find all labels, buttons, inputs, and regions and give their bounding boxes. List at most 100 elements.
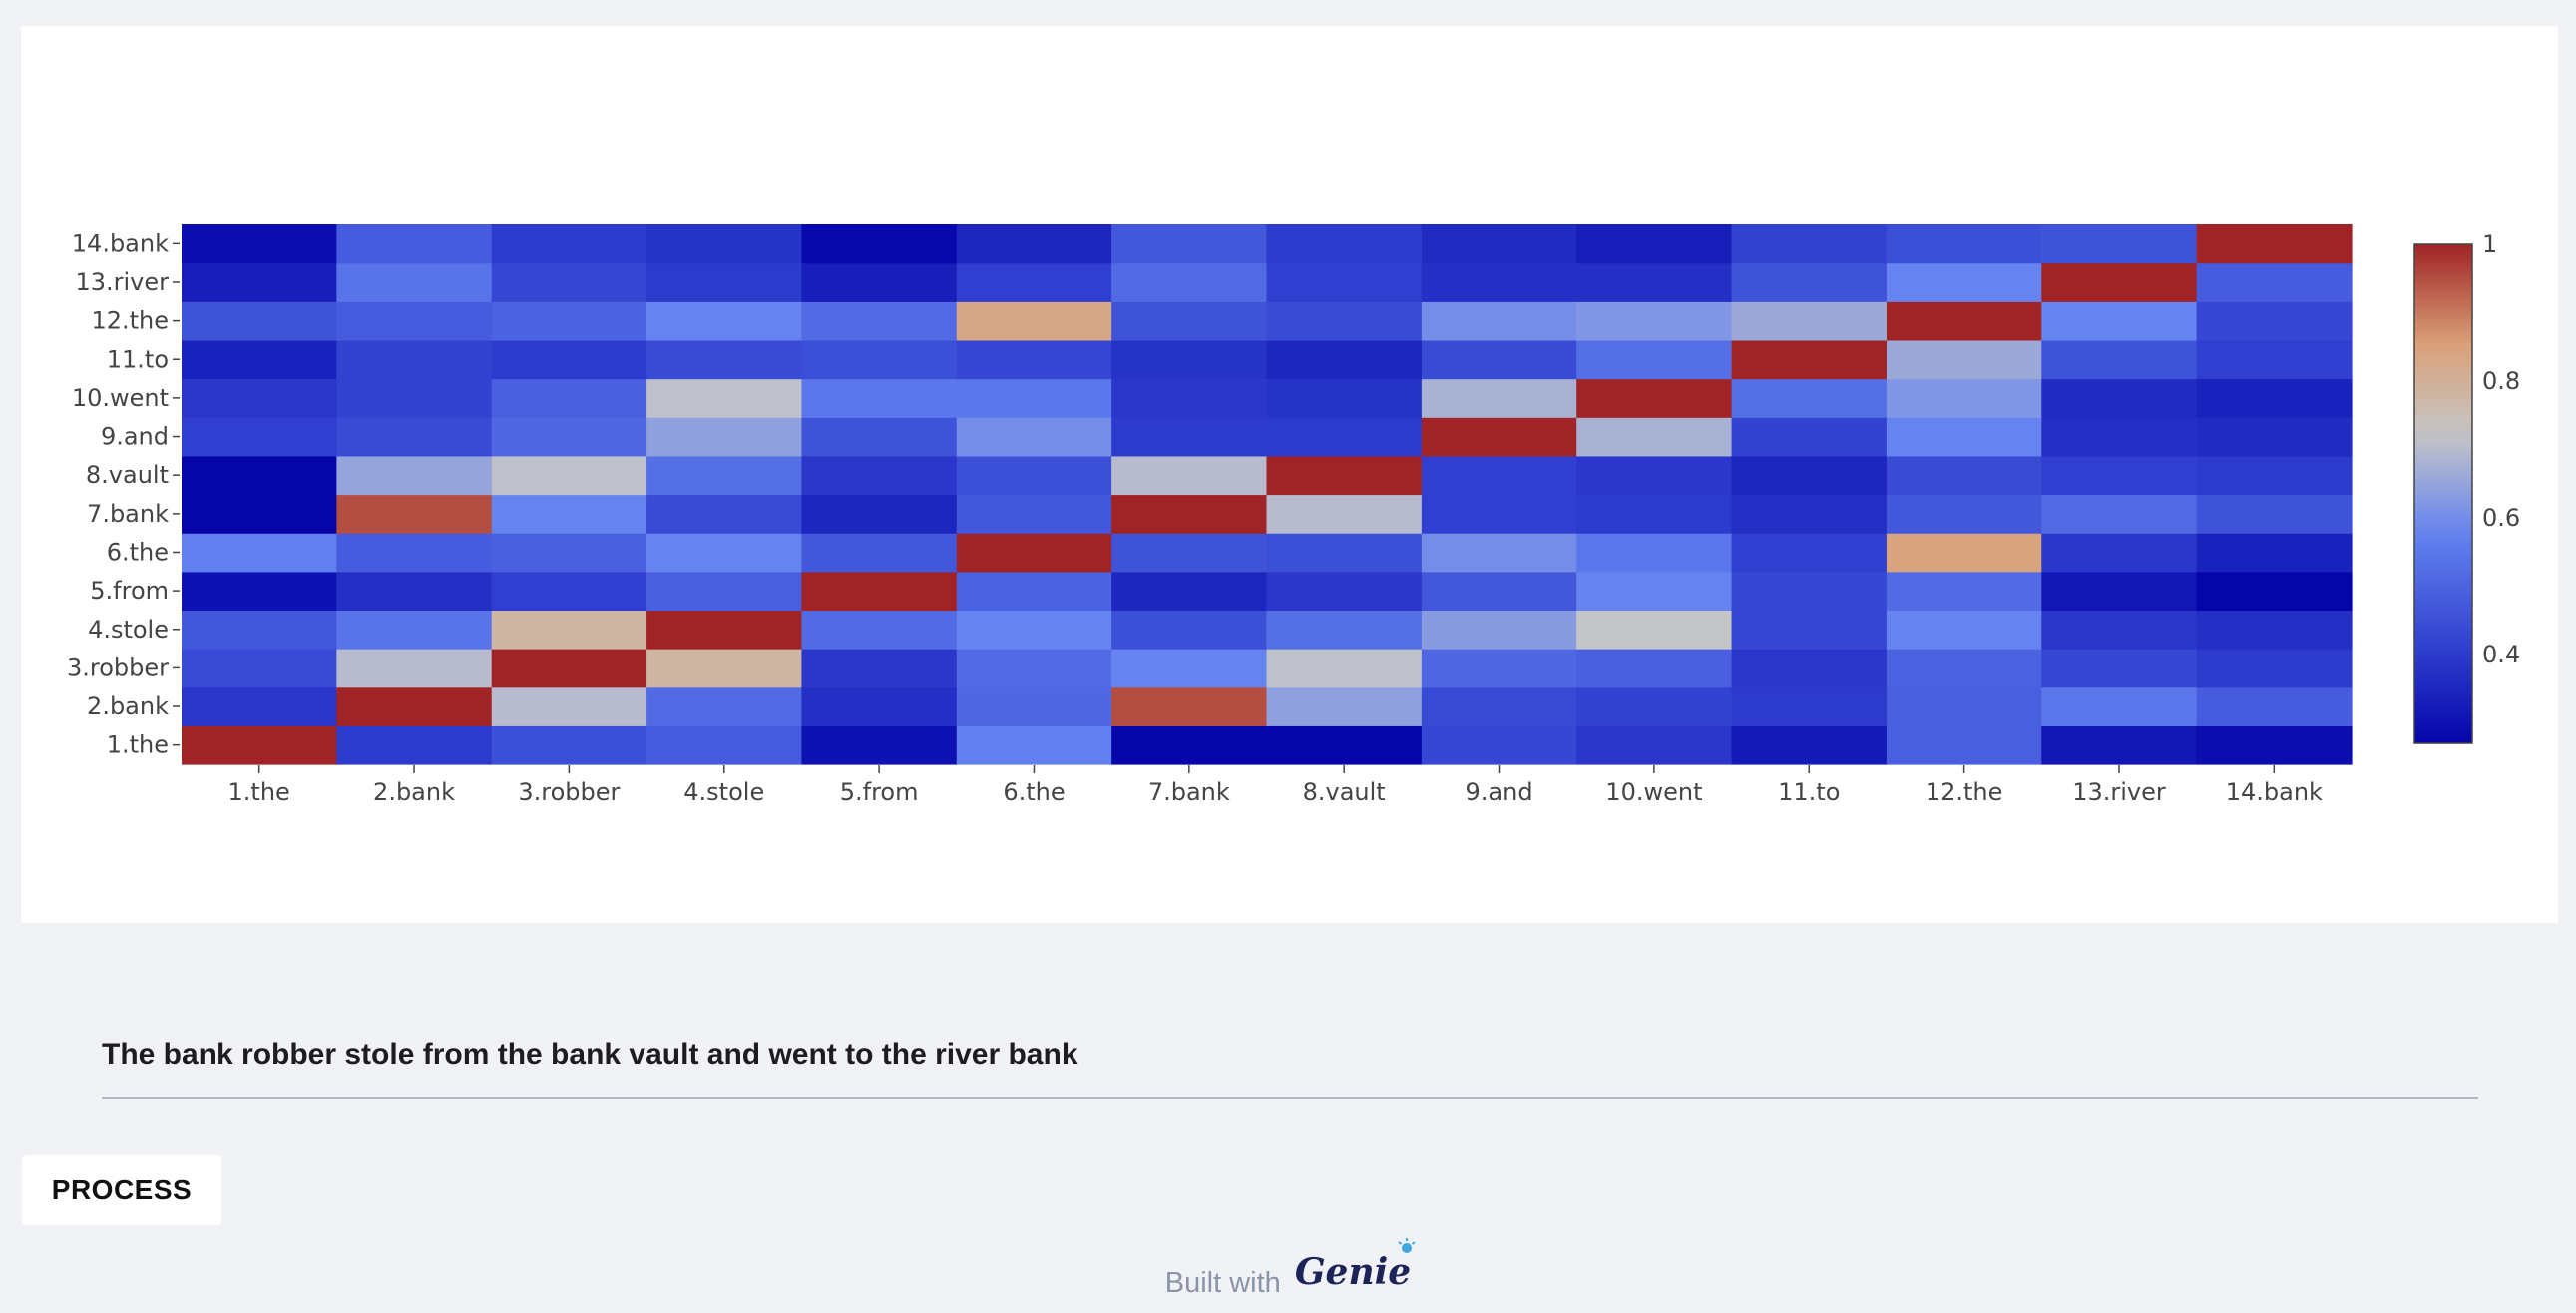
attention-heatmap[interactable]: 1.the 2.bank 3.robber 4.stole 5.from 6.the 7.b… bbox=[21, 26, 2558, 923]
heatmap-cell-1-14[interactable] bbox=[2197, 725, 2353, 764]
heatmap-cell-14-1[interactable] bbox=[182, 224, 337, 263]
heatmap-cell-14-2[interactable] bbox=[336, 224, 492, 263]
heatmap-cell-1-2[interactable] bbox=[336, 725, 492, 764]
heatmap-cell-14-4[interactable] bbox=[646, 224, 802, 263]
heatmap-cell-1-11[interactable] bbox=[1732, 725, 1888, 764]
heatmap-cell-5-12[interactable] bbox=[1887, 572, 2042, 611]
heatmap-cell-1-8[interactable] bbox=[1267, 725, 1423, 764]
heatmap-cell-9-14[interactable] bbox=[2197, 417, 2353, 456]
heatmap-cell-10-3[interactable] bbox=[492, 379, 647, 418]
heatmap-cell-5-4[interactable] bbox=[646, 572, 802, 611]
heatmap-cell-9-12[interactable] bbox=[1887, 417, 2042, 456]
heatmap-cell-8-6[interactable] bbox=[957, 456, 1112, 495]
heatmap-cell-9-2[interactable] bbox=[336, 417, 492, 456]
heatmap-cell-4-11[interactable] bbox=[1732, 610, 1888, 649]
heatmap-cell-11-12[interactable] bbox=[1887, 340, 2042, 379]
heatmap-cell-4-14[interactable] bbox=[2197, 610, 2353, 649]
heatmap-cell-1-10[interactable] bbox=[1576, 725, 1732, 764]
heatmap-cell-6-12[interactable] bbox=[1887, 533, 2042, 572]
heatmap-cell-6-8[interactable] bbox=[1267, 533, 1423, 572]
heatmap-cell-2-13[interactable] bbox=[2041, 687, 2197, 726]
heatmap-cell-4-12[interactable] bbox=[1887, 610, 2042, 649]
heatmap-cell-10-8[interactable] bbox=[1267, 379, 1423, 418]
process-button[interactable]: PROCESS bbox=[22, 1155, 221, 1225]
heatmap-cell-5-6[interactable] bbox=[957, 572, 1112, 611]
heatmap-cell-10-2[interactable] bbox=[336, 379, 492, 418]
heatmap-cell-3-11[interactable] bbox=[1732, 649, 1888, 687]
heatmap-cell-8-11[interactable] bbox=[1732, 456, 1888, 495]
heatmap-cell-5-8[interactable] bbox=[1267, 572, 1423, 611]
heatmap-cell-7-7[interactable] bbox=[1111, 495, 1267, 534]
heatmap-cell-6-9[interactable] bbox=[1422, 533, 1577, 572]
heatmap-cell-11-14[interactable] bbox=[2197, 340, 2353, 379]
heatmap-cell-11-5[interactable] bbox=[801, 340, 957, 379]
heatmap-cell-14-8[interactable] bbox=[1267, 224, 1423, 263]
heatmap-cell-11-10[interactable] bbox=[1576, 340, 1732, 379]
heatmap-cell-2-7[interactable] bbox=[1111, 687, 1267, 726]
heatmap-cell-1-7[interactable] bbox=[1111, 725, 1267, 764]
heatmap-cell-2-14[interactable] bbox=[2197, 687, 2353, 726]
heatmap-cell-14-9[interactable] bbox=[1422, 224, 1577, 263]
heatmap-cell-8-7[interactable] bbox=[1111, 456, 1267, 495]
heatmap-cell-8-10[interactable] bbox=[1576, 456, 1732, 495]
heatmap-cell-8-2[interactable] bbox=[336, 456, 492, 495]
heatmap-cell-7-9[interactable] bbox=[1422, 495, 1577, 534]
heatmap-cell-4-6[interactable] bbox=[957, 610, 1112, 649]
heatmap-cell-3-1[interactable] bbox=[182, 649, 337, 687]
heatmap-cell-11-9[interactable] bbox=[1422, 340, 1577, 379]
heatmap-cell-3-13[interactable] bbox=[2041, 649, 2197, 687]
heatmap-cell-13-1[interactable] bbox=[182, 263, 337, 302]
heatmap-cell-7-13[interactable] bbox=[2041, 495, 2197, 534]
heatmap-cell-1-3[interactable] bbox=[492, 725, 647, 764]
heatmap-cell-6-1[interactable] bbox=[182, 533, 337, 572]
heatmap-cell-12-12[interactable] bbox=[1887, 301, 2042, 340]
heatmap-cell-12-4[interactable] bbox=[646, 301, 802, 340]
heatmap-cell-5-2[interactable] bbox=[336, 572, 492, 611]
heatmap-cell-12-14[interactable] bbox=[2197, 301, 2353, 340]
heatmap-cell-14-10[interactable] bbox=[1576, 224, 1732, 263]
heatmap-cell-9-9[interactable] bbox=[1422, 417, 1577, 456]
heatmap-cell-14-13[interactable] bbox=[2041, 224, 2197, 263]
heatmap-cell-10-5[interactable] bbox=[801, 379, 957, 418]
heatmap-cell-11-11[interactable] bbox=[1732, 340, 1888, 379]
heatmap-cell-14-11[interactable] bbox=[1732, 224, 1888, 263]
heatmap-cell-8-4[interactable] bbox=[646, 456, 802, 495]
heatmap-cell-14-12[interactable] bbox=[1887, 224, 2042, 263]
heatmap-cell-3-5[interactable] bbox=[801, 649, 957, 687]
heatmap-cell-6-5[interactable] bbox=[801, 533, 957, 572]
heatmap-cell-7-5[interactable] bbox=[801, 495, 957, 534]
heatmap-cell-2-8[interactable] bbox=[1267, 687, 1423, 726]
heatmap-cell-6-14[interactable] bbox=[2197, 533, 2353, 572]
heatmap-cell-13-9[interactable] bbox=[1422, 263, 1577, 302]
heatmap-cell-12-13[interactable] bbox=[2041, 301, 2197, 340]
heatmap-cell-12-1[interactable] bbox=[182, 301, 337, 340]
heatmap-cell-9-11[interactable] bbox=[1732, 417, 1888, 456]
heatmap-cell-7-6[interactable] bbox=[957, 495, 1112, 534]
heatmap-cell-12-5[interactable] bbox=[801, 301, 957, 340]
heatmap-cell-8-14[interactable] bbox=[2197, 456, 2353, 495]
heatmap-cell-13-7[interactable] bbox=[1111, 263, 1267, 302]
heatmap-cell-11-4[interactable] bbox=[646, 340, 802, 379]
heatmap-cell-13-14[interactable] bbox=[2197, 263, 2353, 302]
heatmap-cell-12-6[interactable] bbox=[957, 301, 1112, 340]
heatmap-cell-3-8[interactable] bbox=[1267, 649, 1423, 687]
heatmap-cell-13-2[interactable] bbox=[336, 263, 492, 302]
heatmap-cell-6-7[interactable] bbox=[1111, 533, 1267, 572]
heatmap-cell-4-2[interactable] bbox=[336, 610, 492, 649]
heatmap-cell-10-1[interactable] bbox=[182, 379, 337, 418]
heatmap-cell-11-2[interactable] bbox=[336, 340, 492, 379]
heatmap-cell-7-2[interactable] bbox=[336, 495, 492, 534]
heatmap-cell-1-1[interactable] bbox=[182, 725, 337, 764]
heatmap-cell-13-12[interactable] bbox=[1887, 263, 2042, 302]
heatmap-cell-4-5[interactable] bbox=[801, 610, 957, 649]
heatmap-cell-3-4[interactable] bbox=[646, 649, 802, 687]
heatmap-cell-13-6[interactable] bbox=[957, 263, 1112, 302]
genie-logo[interactable]: Genie bbox=[1295, 1251, 1411, 1293]
heatmap-cell-6-11[interactable] bbox=[1732, 533, 1888, 572]
heatmap-cell-5-14[interactable] bbox=[2197, 572, 2353, 611]
heatmap-cell-3-3[interactable] bbox=[492, 649, 647, 687]
heatmap-cell-1-13[interactable] bbox=[2041, 725, 2197, 764]
heatmap-cell-14-7[interactable] bbox=[1111, 224, 1267, 263]
heatmap-cell-11-13[interactable] bbox=[2041, 340, 2197, 379]
heatmap-cell-6-10[interactable] bbox=[1576, 533, 1732, 572]
